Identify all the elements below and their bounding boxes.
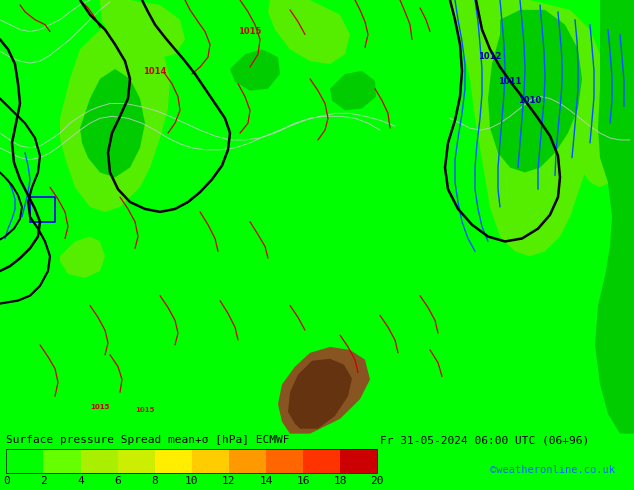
Bar — [6, 449, 377, 473]
Polygon shape — [80, 69, 145, 177]
Bar — [81, 449, 118, 473]
Text: 18: 18 — [333, 476, 347, 486]
Bar — [303, 449, 340, 473]
Bar — [155, 449, 191, 473]
Polygon shape — [488, 10, 582, 172]
Text: Fr 31-05-2024 06:00 UTC (06+96): Fr 31-05-2024 06:00 UTC (06+96) — [380, 435, 590, 445]
Text: 16: 16 — [296, 476, 310, 486]
Text: 8: 8 — [152, 476, 158, 486]
Polygon shape — [288, 359, 352, 429]
Text: Surface pressure Spread mean+σ [hPa] ECMWF: Surface pressure Spread mean+σ [hPa] ECM… — [6, 435, 290, 445]
Polygon shape — [60, 237, 105, 278]
Polygon shape — [60, 20, 170, 212]
Text: 1015: 1015 — [90, 404, 110, 410]
Text: 1014: 1014 — [143, 67, 167, 76]
Text: 1015: 1015 — [238, 27, 262, 36]
Text: 14: 14 — [259, 476, 273, 486]
Bar — [43, 449, 81, 473]
Text: 1012: 1012 — [478, 52, 501, 61]
Bar — [266, 449, 303, 473]
Bar — [118, 449, 155, 473]
Text: 1015: 1015 — [90, 0, 110, 1]
Text: 0: 0 — [3, 476, 10, 486]
Polygon shape — [100, 0, 185, 59]
Polygon shape — [330, 71, 376, 110]
Text: 2: 2 — [40, 476, 47, 486]
Bar — [6, 449, 43, 473]
Text: 1010: 1010 — [519, 97, 541, 105]
Bar — [191, 449, 229, 473]
Text: 6: 6 — [114, 476, 121, 486]
Polygon shape — [230, 49, 280, 91]
Bar — [340, 449, 377, 473]
Text: 10: 10 — [185, 476, 198, 486]
Bar — [229, 449, 266, 473]
Text: 4: 4 — [77, 476, 84, 486]
Text: ©weatheronline.co.uk: ©weatheronline.co.uk — [490, 466, 615, 475]
Text: 1011: 1011 — [498, 77, 522, 86]
Polygon shape — [450, 0, 595, 256]
Text: 12: 12 — [222, 476, 236, 486]
Text: 1015: 1015 — [135, 407, 155, 413]
Text: 20: 20 — [370, 476, 384, 486]
Polygon shape — [268, 0, 350, 64]
Polygon shape — [595, 0, 634, 434]
Polygon shape — [490, 0, 625, 187]
Polygon shape — [278, 347, 370, 434]
